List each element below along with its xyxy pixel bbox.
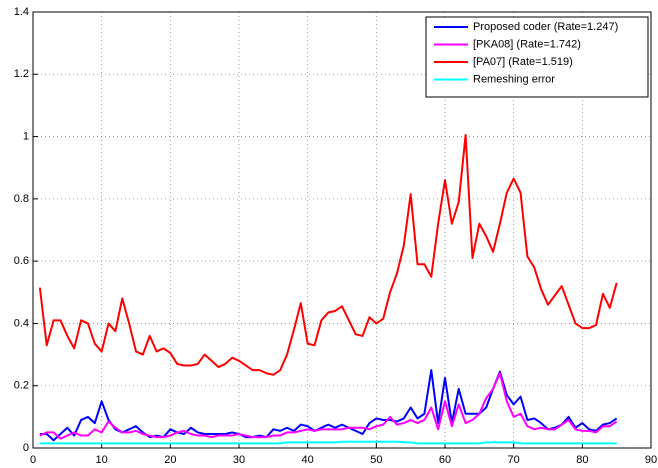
y-tick-label: 0.8 (14, 193, 29, 205)
x-tick-label: 80 (576, 454, 588, 466)
y-tick-label: 0.4 (14, 317, 29, 329)
x-tick-label: 70 (508, 454, 520, 466)
y-tick-label: 1.2 (14, 68, 29, 80)
x-tick-label: 60 (439, 454, 451, 466)
series-line (38, 134, 618, 376)
legend-label: [PKA08] (Rate=1.742) (473, 38, 581, 50)
x-tick-label: 20 (164, 454, 176, 466)
x-tick-label: 40 (302, 454, 314, 466)
x-tick-label: 30 (233, 454, 245, 466)
x-tick-label: 90 (645, 454, 657, 466)
series-line (39, 440, 617, 445)
x-tick-label: 10 (96, 454, 108, 466)
y-tick-label: 0.6 (14, 255, 29, 267)
legend-label: [PA07] (Rate=1.519) (473, 56, 573, 68)
axes-box (32, 11, 652, 449)
x-tick-label: 50 (370, 454, 382, 466)
x-tick-label: 0 (30, 454, 36, 466)
y-tick-label: 0 (23, 442, 29, 454)
legend-label: Remeshing error (473, 73, 555, 85)
legend-box (425, 16, 649, 98)
series-line (39, 372, 618, 440)
y-tick-label: 1 (23, 130, 29, 142)
y-tick-label: 0.2 (14, 380, 29, 392)
y-tick-label: 1.4 (14, 6, 29, 18)
series-line (39, 369, 618, 442)
legend-label: Proposed coder (Rate=1.247) (473, 21, 618, 33)
